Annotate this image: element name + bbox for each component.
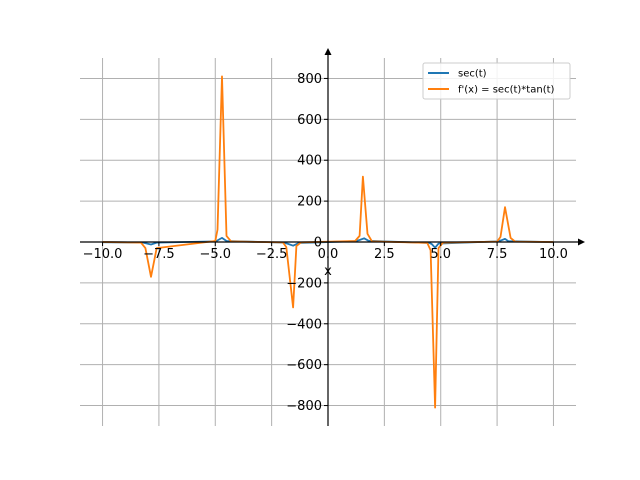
x-axis-label: x: [324, 264, 332, 279]
x-tick-label-1: −7.5: [143, 247, 175, 262]
x-tick-label-5: 2.5: [374, 247, 395, 262]
legend: sec(t) f'(x) = sec(t)*tan(t): [422, 62, 571, 100]
legend-label-sec: sec(t): [458, 69, 487, 80]
x-tick-label-6: 5.0: [430, 247, 451, 262]
y-tick-label-5: 200: [297, 195, 322, 210]
y-tick-label-8: 800: [297, 72, 322, 87]
y-tick-label-4: 0: [314, 236, 322, 251]
x-tick-label-4: 0.0: [318, 247, 339, 262]
x-tick-label-0: −10.0: [83, 247, 123, 262]
y-tick-label-7: 600: [297, 113, 322, 128]
x-tick-label-3: −2.5: [256, 247, 288, 262]
y-tick-label-2: −400: [286, 317, 322, 332]
y-tick-label-6: 400: [297, 154, 322, 169]
y-axis-arrow: [324, 48, 332, 55]
y-tick-label-1: −600: [286, 358, 322, 373]
legend-label-derivative: f'(x) = sec(t)*tan(t): [458, 85, 555, 96]
x-tick-label-7: 7.5: [487, 247, 508, 262]
y-tick-label-3: −200: [286, 276, 322, 291]
y-tick-label-0: −800: [286, 399, 322, 414]
x-axis-arrow: [578, 238, 585, 246]
ticks: −10.0 −7.5 −5.0 −2.5 0.0 2.5 5.0 7.5 10.0 −800 −60…: [83, 72, 568, 414]
x-tick-label-8: 10.0: [539, 247, 568, 262]
legend-box: [422, 62, 571, 100]
x-tick-label-2: −5.0: [199, 247, 231, 262]
axes: [80, 48, 585, 426]
